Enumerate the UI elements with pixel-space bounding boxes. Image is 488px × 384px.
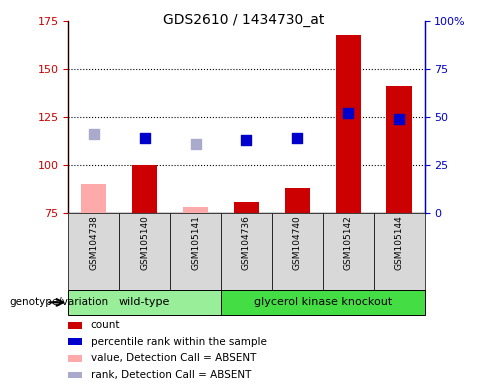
FancyBboxPatch shape [68,213,119,290]
Bar [68,355,82,362]
Text: GSM104738: GSM104738 [89,215,98,270]
FancyBboxPatch shape [374,213,425,290]
Bar [234,202,259,213]
Text: GSM105144: GSM105144 [395,215,404,270]
Text: value, Detection Call = ABSENT: value, Detection Call = ABSENT [91,353,256,363]
Point [90,131,98,137]
Point [345,110,352,116]
Bar [183,207,208,213]
Bar [336,35,361,213]
Text: count: count [91,320,120,330]
Text: GSM105141: GSM105141 [191,215,200,270]
Bar [68,322,82,329]
Point [293,135,301,141]
Point [395,116,403,122]
Bar [81,184,106,213]
Text: wild-type: wild-type [119,297,170,308]
Text: GSM105142: GSM105142 [344,215,353,270]
Text: rank, Detection Call = ABSENT: rank, Detection Call = ABSENT [91,370,251,380]
FancyBboxPatch shape [323,213,374,290]
FancyBboxPatch shape [272,213,323,290]
Text: GDS2610 / 1434730_at: GDS2610 / 1434730_at [163,13,325,27]
Text: GSM105140: GSM105140 [140,215,149,270]
Bar [68,338,82,345]
Text: glycerol kinase knockout: glycerol kinase knockout [254,297,392,308]
Point [243,137,250,143]
Text: GSM104740: GSM104740 [293,215,302,270]
Bar [68,372,82,379]
FancyBboxPatch shape [170,213,221,290]
Text: percentile rank within the sample: percentile rank within the sample [91,337,266,347]
FancyBboxPatch shape [221,290,425,315]
Bar [132,165,157,213]
FancyBboxPatch shape [68,290,221,315]
Point [141,135,148,141]
Bar [386,86,412,213]
FancyBboxPatch shape [119,213,170,290]
Text: GSM104736: GSM104736 [242,215,251,270]
Text: genotype/variation: genotype/variation [10,297,109,308]
Bar [285,188,310,213]
FancyBboxPatch shape [221,213,272,290]
Point [192,141,200,147]
